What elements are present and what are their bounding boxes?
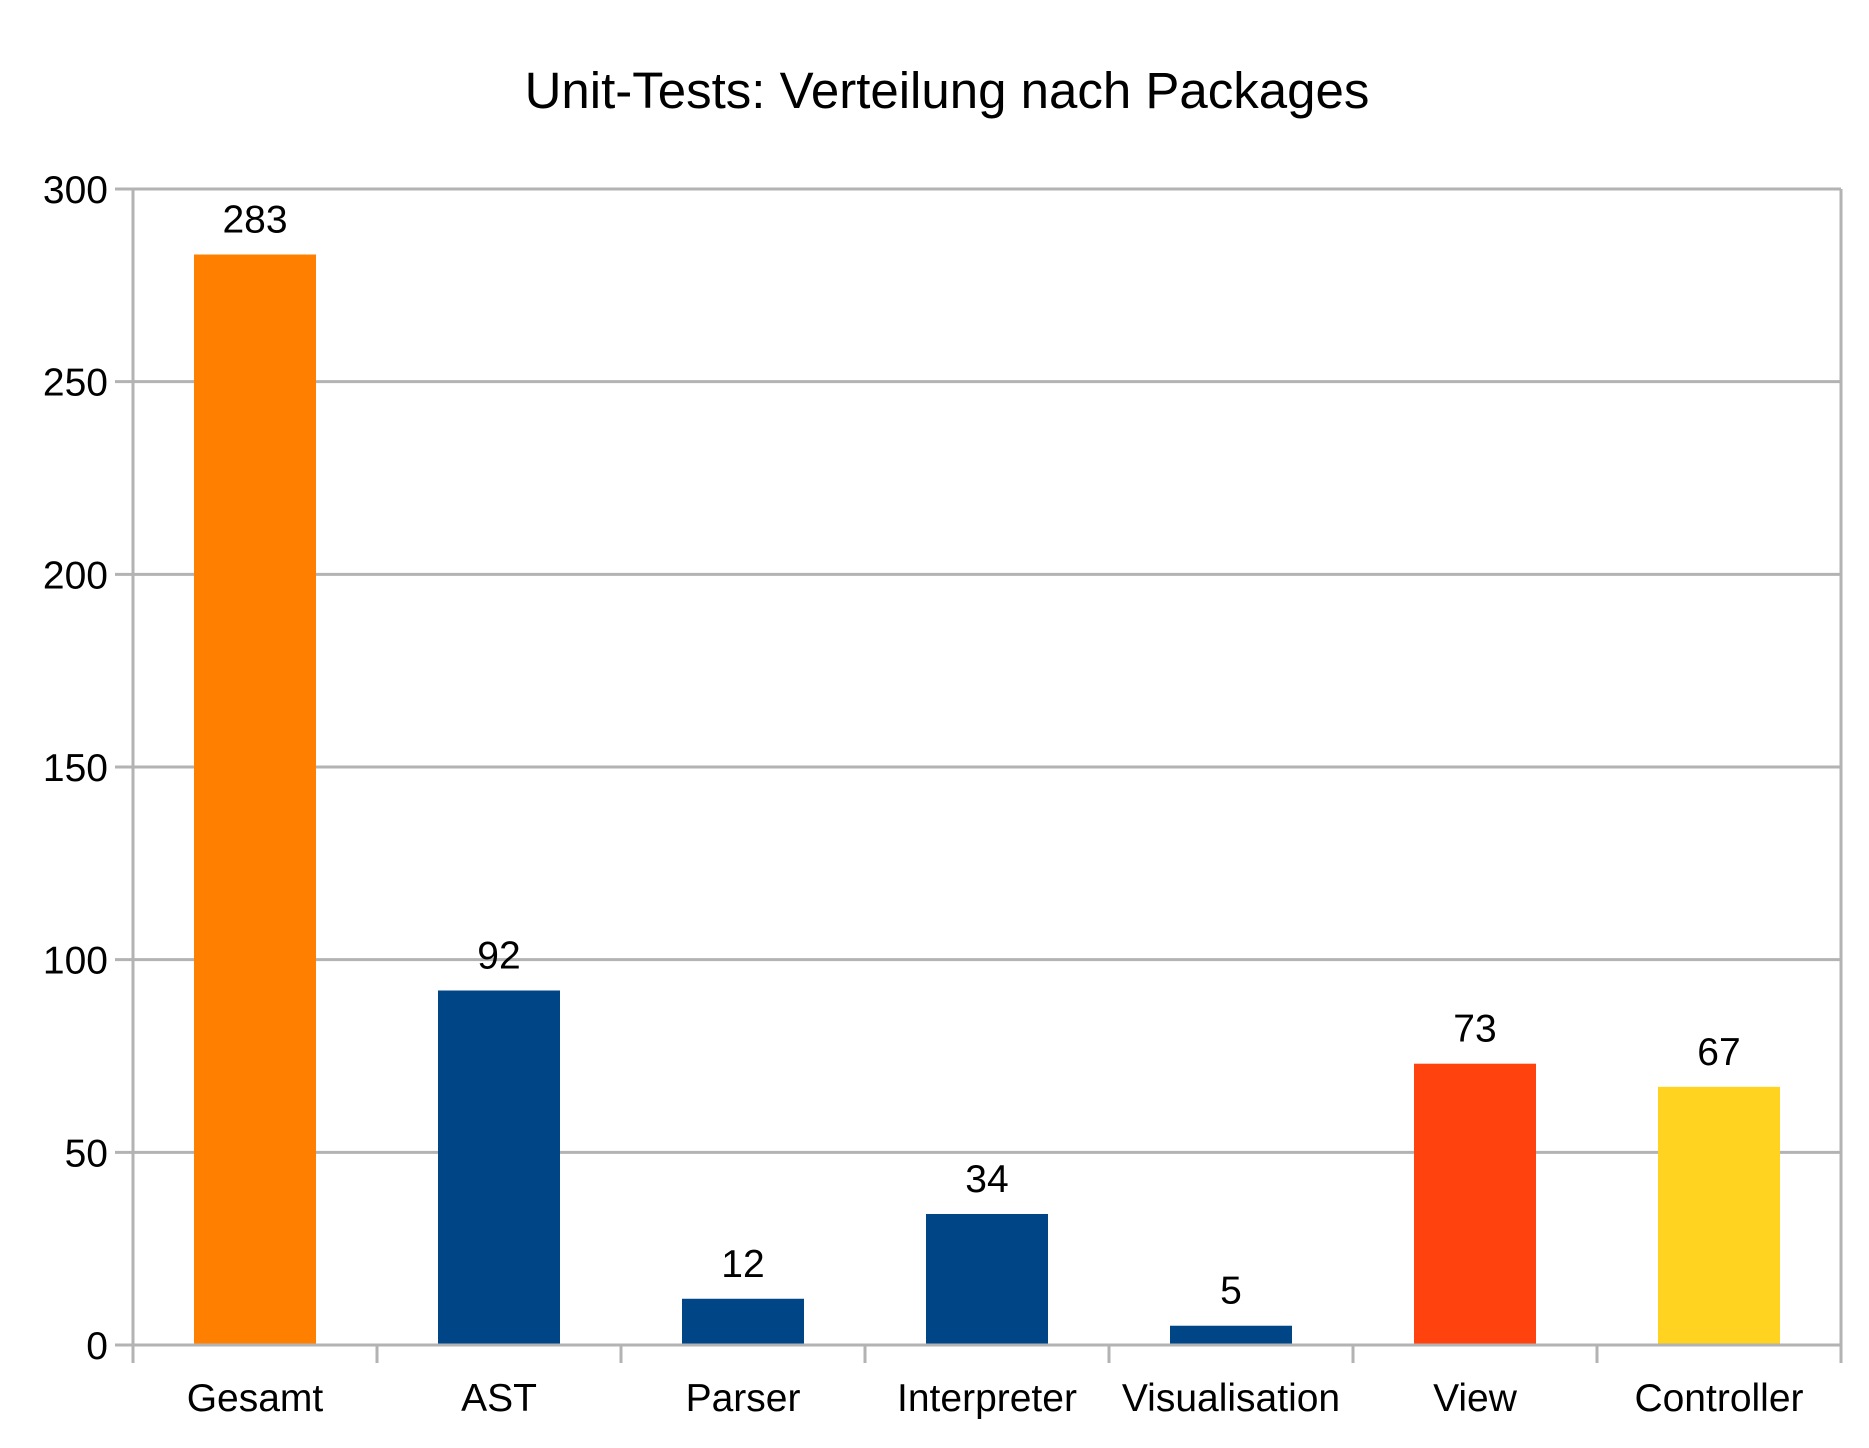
bar-visualisation [1170, 1325, 1292, 1345]
bar-controller [1658, 1086, 1780, 1345]
bar-ast [438, 990, 560, 1345]
x-axis-ticks: Gesamt AST Parser Interpreter Visualisation V… [131, 1345, 1843, 1420]
axes [131, 189, 1843, 1347]
y-axis-ticks: 0 50 100 150 200 250 300 [43, 169, 133, 1368]
grid-lines [133, 187, 1841, 1347]
bars [194, 254, 1780, 1345]
chart-title: Unit-Tests: Verteilung nach Packages [525, 62, 1370, 119]
data-label: 5 [1220, 1270, 1242, 1313]
y-tick-label: 300 [43, 169, 108, 212]
data-label: 73 [1453, 1008, 1496, 1051]
bar-view [1414, 1063, 1536, 1345]
x-tick-label: Gesamt [187, 1377, 324, 1420]
data-label: 67 [1697, 1031, 1740, 1074]
x-tick-label: Interpreter [897, 1377, 1077, 1420]
y-tick-label: 200 [43, 554, 108, 597]
data-label: 92 [477, 934, 520, 977]
data-label: 34 [965, 1158, 1008, 1201]
x-tick-label: Parser [686, 1377, 801, 1420]
data-label: 12 [721, 1243, 764, 1286]
y-tick-label: 100 [43, 940, 108, 983]
bar-gesamt [194, 254, 316, 1345]
y-tick-label: 50 [65, 1132, 108, 1175]
y-tick-label: 0 [86, 1325, 108, 1368]
data-label: 283 [222, 199, 287, 242]
data-labels: 283 92 12 34 5 73 67 [222, 199, 1740, 1313]
bar-parser [682, 1298, 804, 1345]
bar-interpreter [926, 1213, 1048, 1345]
x-tick-label: Visualisation [1122, 1377, 1340, 1420]
y-tick-label: 150 [43, 747, 108, 790]
y-tick-label: 250 [43, 362, 108, 405]
x-tick-label: AST [461, 1377, 537, 1420]
x-tick-label: View [1433, 1377, 1518, 1420]
x-tick-label: Controller [1634, 1377, 1803, 1420]
